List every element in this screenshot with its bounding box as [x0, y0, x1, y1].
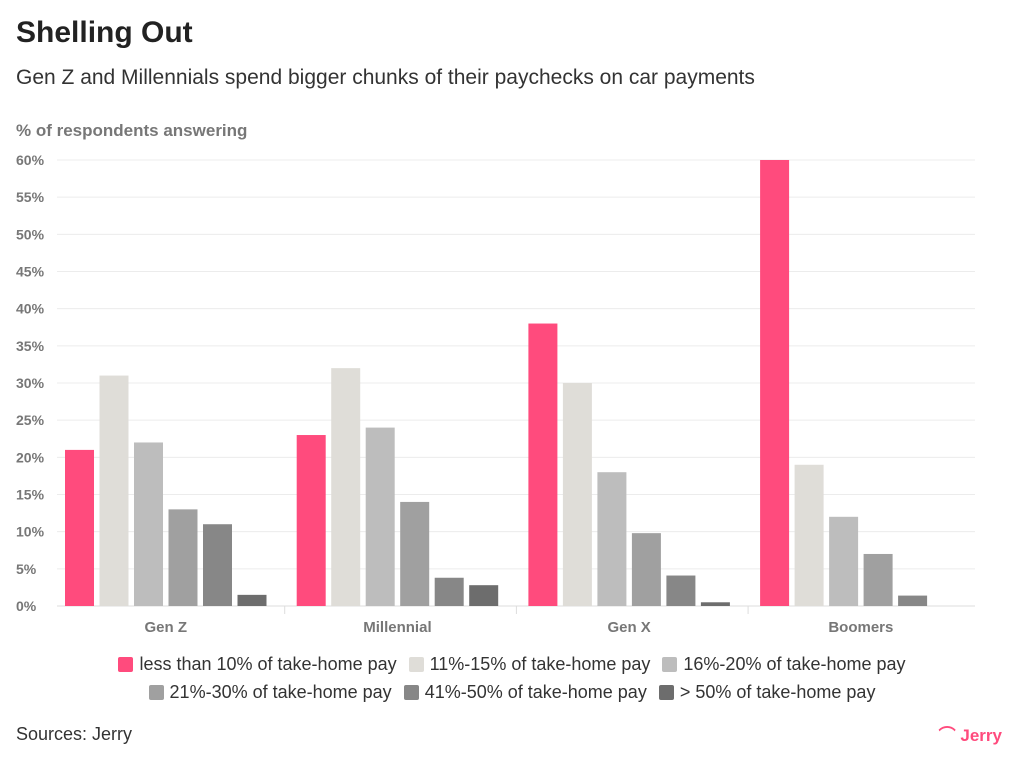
y-tick-label: 60% [16, 152, 45, 168]
bar [597, 472, 627, 606]
bar [99, 375, 129, 606]
bar [562, 383, 592, 606]
y-tick-label: 10% [16, 524, 45, 540]
y-tick-label: 40% [16, 301, 45, 317]
bar [631, 533, 661, 606]
legend-label: > 50% of take-home pay [679, 682, 876, 702]
bar [65, 449, 94, 606]
legend-swatch [662, 657, 678, 672]
bar [760, 160, 790, 606]
legend-label: less than 10% of take-home pay [139, 654, 397, 674]
y-tick-label: 45% [16, 264, 45, 280]
legend-item: 21%-30% of take-home pay [148, 682, 392, 703]
y-tick-label: 50% [16, 226, 45, 242]
y-tick-label: 25% [16, 412, 45, 428]
logo-text: Jerry [960, 726, 1002, 745]
legend-item: > 50% of take-home pay [658, 682, 876, 703]
legend-item: 16%-20% of take-home pay [662, 654, 906, 675]
chart-subtitle: Gen Z and Millennials spend bigger chunk… [16, 66, 755, 89]
bar [863, 553, 893, 606]
bar [400, 501, 430, 606]
bar [666, 575, 696, 606]
legend-item: 41%-50% of take-home pay [403, 682, 647, 703]
x-tick-label: Gen X [607, 619, 650, 636]
bar [237, 594, 267, 606]
bar [331, 368, 361, 606]
y-tick-label: 20% [16, 449, 45, 465]
bar [365, 427, 395, 606]
bar [203, 524, 232, 606]
legend: 21%-30% of take-home pay 41%-50% of take-… [0, 682, 1024, 703]
legend-label: 11%-15% of take-home pay [429, 654, 651, 674]
y-tick-label: 15% [16, 487, 45, 503]
bar [168, 509, 198, 606]
legend-label: 16%-20% of take-home pay [683, 654, 906, 674]
bar [434, 577, 464, 606]
bar [794, 464, 824, 606]
y-axis-label: % of respondents answering [16, 121, 248, 140]
legend-item: 11%-15% of take-home pay [408, 654, 651, 675]
legend-swatch [118, 657, 134, 672]
source-note: Sources: Jerry [16, 724, 133, 744]
y-tick-label: 35% [16, 338, 45, 354]
legend: less than 10% of take-home pay 11%-15% of… [0, 654, 1024, 675]
bar [829, 516, 859, 606]
legend-swatch [408, 657, 424, 672]
chart-title: Shelling Out [16, 16, 193, 49]
bar [528, 323, 558, 606]
y-tick-label: 55% [16, 189, 45, 205]
bar [296, 435, 326, 606]
x-tick-label: Gen Z [144, 619, 187, 636]
legend-swatch [403, 685, 419, 700]
bar [134, 442, 163, 606]
bar [700, 602, 730, 606]
y-tick-label: 30% [16, 375, 45, 391]
legend-label: 41%-50% of take-home pay [424, 682, 647, 702]
legend-swatch [148, 685, 164, 700]
legend-label: 21%-30% of take-home pay [169, 682, 392, 702]
x-tick-label: Boomers [828, 619, 893, 636]
legend-item: less than 10% of take-home pay [118, 654, 397, 675]
bar [898, 595, 928, 606]
jerry-logo: ⌒ Jerry [939, 721, 1002, 746]
legend-swatch [658, 685, 674, 700]
y-tick-label: 5% [16, 561, 37, 577]
bar [469, 585, 499, 606]
y-tick-label: 0% [16, 598, 37, 614]
x-tick-label: Millennial [363, 619, 431, 636]
logo-icon: ⌒ [938, 726, 961, 745]
